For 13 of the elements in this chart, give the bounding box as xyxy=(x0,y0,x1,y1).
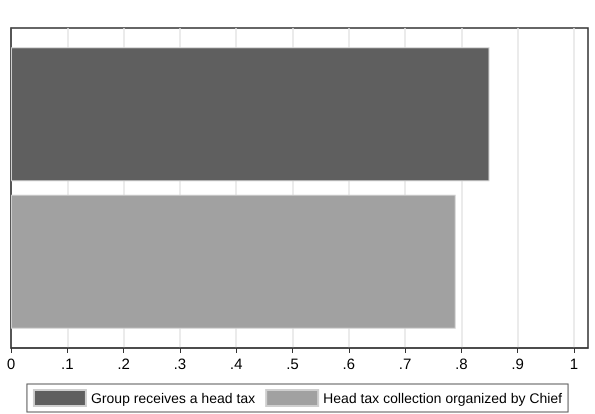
legend-label: Group receives a head tax xyxy=(90,390,256,406)
x-tick-label: .1 xyxy=(61,356,74,373)
x-tick-label: .9 xyxy=(511,356,524,373)
x-tick-label: 1 xyxy=(570,356,578,373)
x-tick-label: .5 xyxy=(286,356,299,373)
x-tick-label: .2 xyxy=(117,356,130,373)
x-tick-label: 0 xyxy=(6,356,16,373)
x-tick-label: .4 xyxy=(230,356,242,373)
x-tick-label: .3 xyxy=(174,356,186,373)
x-tick-label: .7 xyxy=(398,356,412,373)
x-tick-label: .6 xyxy=(342,356,356,373)
legend-label: Head tax collection organized by Chief xyxy=(323,390,562,406)
x-tick-label: .8 xyxy=(455,356,468,373)
